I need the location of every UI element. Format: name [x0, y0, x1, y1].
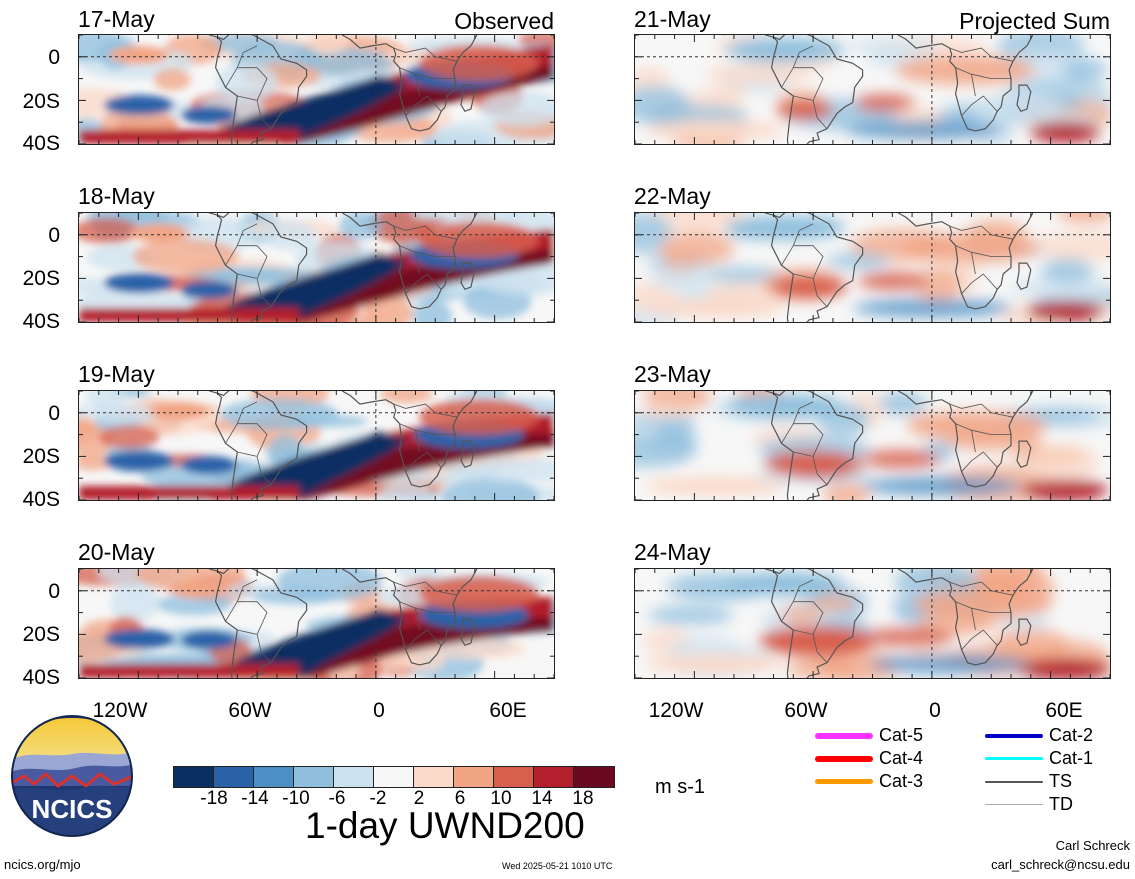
legend-item-td: TD: [985, 793, 1120, 816]
lat-tick-20s: 20S: [22, 267, 60, 290]
legend-swatch-cat1: [985, 757, 1043, 760]
legend-item-cat1: Cat-1: [985, 747, 1120, 770]
legend-swatch-cat2: [985, 733, 1043, 738]
lat-tick-0: 0: [48, 46, 60, 69]
legend-swatch-cat3: [815, 779, 873, 784]
lat-tick-40s: 40S: [22, 666, 60, 689]
colorbar-swatch: [294, 767, 334, 787]
map-panel-19-may: [78, 390, 555, 501]
legend-item-cat5: Cat-5: [815, 724, 950, 747]
colorbar-units: m s-1: [655, 776, 705, 798]
storm-legend-col1: Cat-5 Cat-4 Cat-3: [815, 724, 950, 793]
panel-date-4: 20-May: [78, 539, 155, 565]
legend-swatch-cat5: [815, 732, 873, 739]
map-panel-20-may: [78, 568, 555, 679]
colorbar-swatch: [254, 767, 294, 787]
ncics-logo: NCICS: [10, 714, 134, 838]
panel-date-1: 17-May: [78, 6, 155, 32]
panel-date-3: 19-May: [78, 361, 155, 387]
legend-label-cat5: Cat-5: [879, 725, 924, 745]
legend-label-cat3: Cat-3: [879, 771, 924, 791]
colorbar-label: -18: [200, 788, 228, 809]
colorbar-swatch: [574, 767, 614, 787]
colorbar-label: 2: [413, 788, 425, 809]
colorbar-labels: -18 -14 -10 -6 -2 2 6 10 14 18: [173, 788, 625, 812]
colorbar-label: 6: [454, 788, 466, 809]
lat-tick-40s: 40S: [22, 132, 60, 155]
lat-tick-20s: 20S: [22, 90, 60, 113]
colorbar-label: 14: [531, 788, 553, 809]
map-panel-21-may: [634, 34, 1111, 145]
map-panel-23-may: [634, 390, 1111, 501]
colorbar-label: 18: [572, 788, 594, 809]
legend-item-cat4: Cat-4: [815, 747, 950, 770]
lat-tick-0: 0: [48, 580, 60, 603]
panel-date-7: 23-May: [634, 361, 711, 387]
main-title: 1-day UWND200: [305, 805, 585, 846]
map-panel-17-may: [78, 34, 555, 145]
colorbar-swatch: [414, 767, 454, 787]
lat-tick-0: 0: [48, 224, 60, 247]
storm-legend-col2: Cat-2 Cat-1 TS TD: [985, 724, 1120, 816]
legend-item-ts: TS: [985, 770, 1120, 793]
legend-label-cat1: Cat-1: [1049, 748, 1094, 768]
colorbar-swatch: [214, 767, 254, 787]
legend-swatch-ts: [985, 780, 1043, 783]
lon-tick-120w: 120W: [648, 699, 704, 722]
footer-email[interactable]: carl_schreck@ncsu.edu: [991, 857, 1130, 872]
legend-item-cat2: Cat-2: [985, 724, 1120, 747]
colorbar-swatch: [374, 767, 414, 787]
legend-label-cat4: Cat-4: [879, 748, 924, 768]
lon-tick-60e: 60E: [489, 699, 527, 722]
map-panel-22-may: [634, 212, 1111, 323]
map-panel-18-may: [78, 212, 555, 323]
lon-tick-60w: 60W: [784, 699, 828, 722]
colorbar-swatch: [494, 767, 534, 787]
colorbar-label: -6: [328, 788, 346, 809]
panel-date-5: 21-May: [634, 6, 711, 32]
colorbar: [173, 766, 615, 788]
colorbar-label: 10: [490, 788, 512, 809]
panel-date-8: 24-May: [634, 539, 711, 565]
panel-corner-label-projected: Projected Sum: [959, 8, 1110, 34]
footer-author: Carl Schreck: [1055, 838, 1130, 853]
lon-tick-60e: 60E: [1045, 699, 1083, 722]
footer-timestamp: Wed 2025-05-21 1010 UTC: [502, 861, 613, 871]
logo-text: NCICS: [31, 794, 113, 824]
legend-label-cat2: Cat-2: [1049, 725, 1094, 745]
colorbar-swatch: [534, 767, 574, 787]
colorbar-swatch: [174, 767, 214, 787]
map-panel-24-may: [634, 568, 1111, 679]
panel-date-6: 22-May: [634, 183, 711, 209]
lon-tick-0: 0: [373, 699, 385, 722]
lat-tick-20s: 20S: [22, 623, 60, 646]
panel-corner-label-observed: Observed: [454, 8, 554, 34]
legend-label-td: TD: [1049, 794, 1073, 814]
legend-swatch-td: [985, 804, 1043, 805]
lon-tick-0: 0: [929, 699, 941, 722]
lon-tick-60w: 60W: [228, 699, 272, 722]
colorbar-label: -10: [282, 788, 310, 809]
colorbar-swatch: [454, 767, 494, 787]
colorbar-swatch: [334, 767, 374, 787]
lat-tick-40s: 40S: [22, 310, 60, 333]
legend-swatch-cat4: [815, 755, 873, 762]
lat-tick-20s: 20S: [22, 445, 60, 468]
legend-item-cat3: Cat-3: [815, 770, 950, 793]
lat-tick-40s: 40S: [22, 488, 60, 511]
panel-date-2: 18-May: [78, 183, 155, 209]
legend-label-ts: TS: [1049, 771, 1073, 791]
colorbar-label: -14: [241, 788, 269, 809]
lon-tick-120w: 120W: [92, 699, 148, 722]
colorbar-label: -2: [369, 788, 387, 809]
lat-tick-0: 0: [48, 402, 60, 425]
footer-site-link[interactable]: ncics.org/mjo: [4, 857, 81, 872]
